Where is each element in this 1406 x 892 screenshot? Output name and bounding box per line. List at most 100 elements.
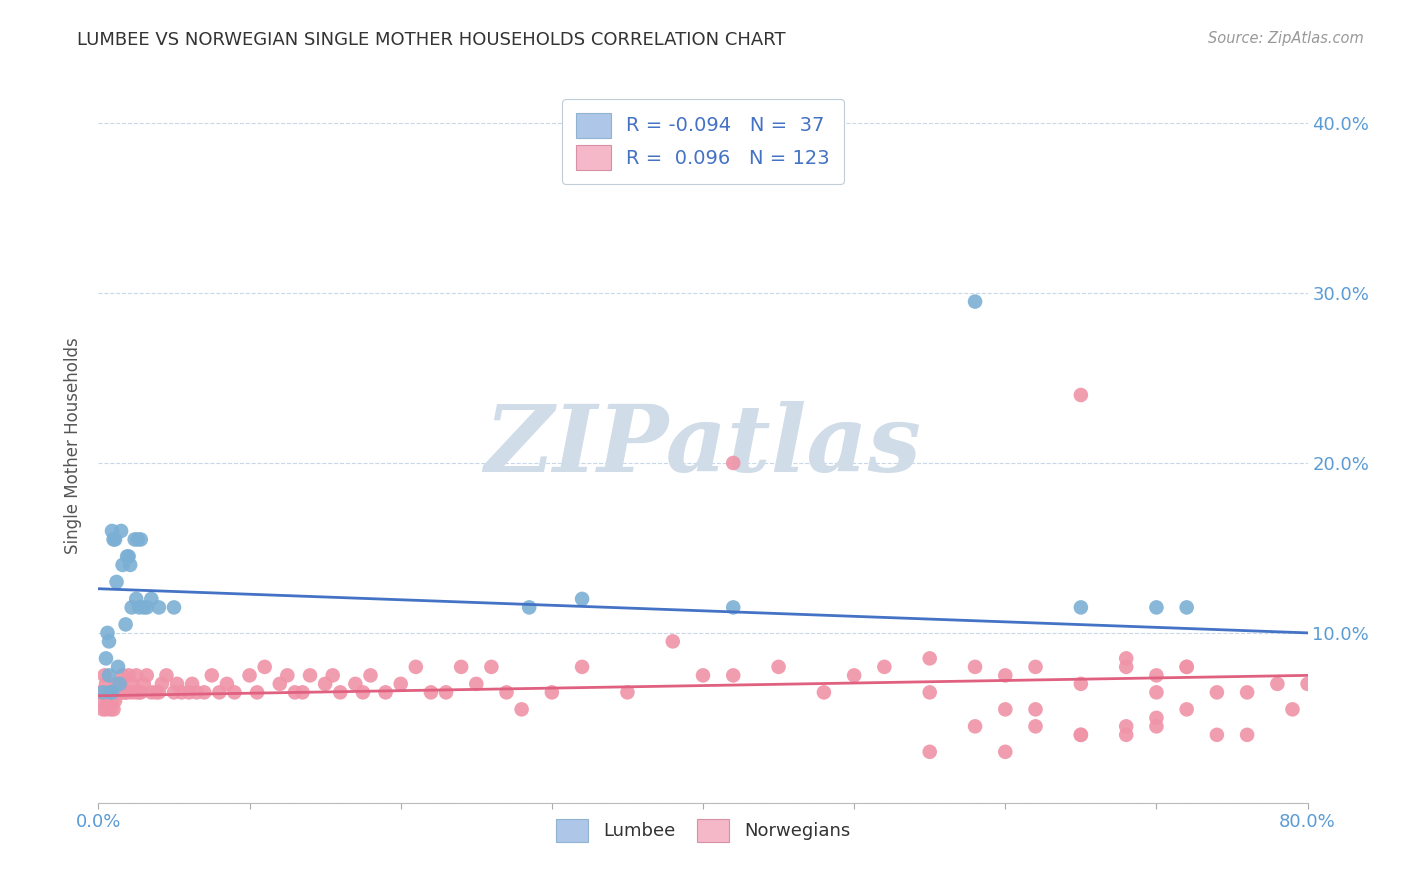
Point (120, 558, 142, 572)
Point (91, 702, 114, 716)
Point (132, 600, 155, 615)
Point (98, 694, 121, 708)
Point (179, 685, 201, 699)
Point (127, 533, 149, 547)
Point (145, 685, 167, 699)
Point (128, 685, 150, 699)
Point (994, 702, 1017, 716)
Point (108, 677, 131, 691)
Point (100, 702, 122, 716)
Point (661, 634, 683, 648)
Point (105, 574, 128, 589)
Point (103, 702, 125, 716)
Point (1144, 668, 1167, 682)
Point (93, 668, 115, 682)
Point (94, 702, 117, 716)
Point (111, 558, 134, 572)
Point (186, 685, 208, 699)
Point (101, 685, 124, 699)
Point (1024, 719, 1046, 733)
Point (125, 685, 148, 699)
Point (148, 600, 170, 615)
Point (434, 685, 457, 699)
Point (571, 660, 593, 674)
Point (100, 685, 122, 699)
Point (166, 677, 188, 691)
Point (124, 533, 146, 547)
Point (101, 524, 124, 538)
Point (269, 677, 291, 691)
Point (1070, 388, 1092, 402)
Point (121, 677, 143, 691)
Point (965, 294, 987, 309)
Point (135, 600, 157, 615)
Point (98, 668, 121, 682)
Point (994, 668, 1017, 682)
Point (1236, 728, 1258, 742)
Point (111, 668, 134, 682)
Point (768, 660, 790, 674)
Point (616, 685, 638, 699)
Point (89, 685, 111, 699)
Point (121, 600, 143, 615)
Point (918, 745, 941, 759)
Point (965, 660, 987, 674)
Point (1144, 711, 1167, 725)
Point (132, 677, 155, 691)
Point (118, 668, 141, 682)
Point (98, 685, 121, 699)
Point (1115, 660, 1137, 674)
Point (1175, 660, 1198, 674)
Point (108, 685, 131, 699)
Point (1115, 719, 1137, 733)
Point (129, 685, 152, 699)
Point (420, 685, 443, 699)
Point (1070, 677, 1092, 691)
Point (1144, 600, 1167, 615)
Point (115, 685, 138, 699)
Point (91, 685, 114, 699)
Point (723, 456, 745, 470)
Point (723, 668, 745, 682)
Point (98, 634, 121, 648)
Point (481, 660, 503, 674)
Point (129, 533, 152, 547)
Point (105, 685, 128, 699)
Point (104, 533, 127, 547)
Point (105, 677, 128, 691)
Point (284, 685, 307, 699)
Point (246, 685, 269, 699)
Point (465, 677, 488, 691)
Point (148, 685, 170, 699)
Point (141, 591, 163, 606)
Point (1070, 728, 1092, 742)
Point (389, 677, 412, 691)
Point (291, 685, 314, 699)
Point (1175, 702, 1198, 716)
Point (181, 677, 204, 691)
Point (450, 660, 472, 674)
Point (114, 685, 136, 699)
Point (110, 677, 132, 691)
Point (94, 651, 117, 665)
Point (965, 719, 987, 733)
Point (101, 685, 124, 699)
Legend: Lumbee, Norwegians: Lumbee, Norwegians (543, 806, 863, 855)
Point (1175, 660, 1198, 674)
Point (94, 685, 117, 699)
Point (1024, 660, 1046, 674)
Point (344, 677, 367, 691)
Point (114, 617, 136, 632)
Point (253, 660, 276, 674)
Point (405, 660, 427, 674)
Point (873, 660, 896, 674)
Point (125, 591, 148, 606)
Point (115, 549, 138, 564)
Point (215, 677, 238, 691)
Point (322, 668, 344, 682)
Point (103, 533, 125, 547)
Point (1206, 685, 1229, 699)
Point (121, 685, 143, 699)
Point (141, 685, 163, 699)
Point (1281, 702, 1303, 716)
